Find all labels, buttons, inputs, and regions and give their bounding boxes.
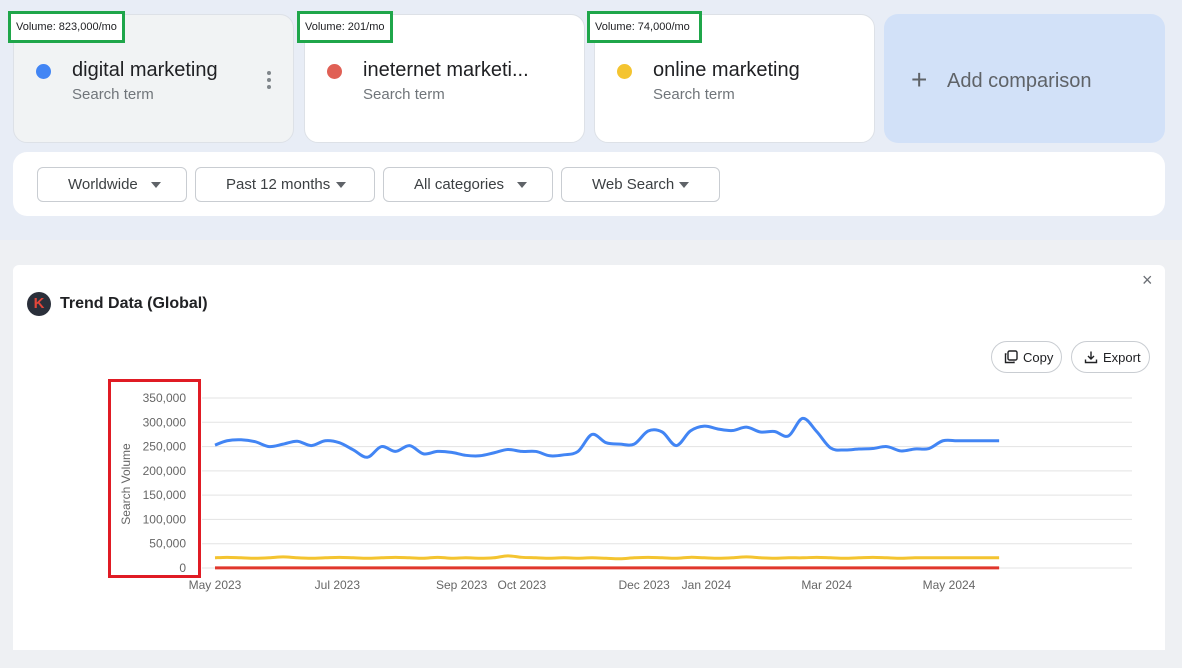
volume-badge: Volume: 201/mo bbox=[297, 11, 393, 43]
search-term: digital marketing bbox=[72, 59, 218, 81]
time-range-filter-dropdown[interactable]: Past 12 months bbox=[195, 167, 375, 202]
copy-button-label: Copy bbox=[1023, 350, 1054, 365]
x-tick-label: May 2024 bbox=[923, 578, 976, 592]
y-tick-label: 100,000 bbox=[143, 512, 187, 526]
region-filter-label: Worldwide bbox=[68, 176, 138, 193]
volume-badge: Volume: 74,000/mo bbox=[587, 11, 702, 43]
export-button[interactable]: Export bbox=[1071, 341, 1150, 373]
chevron-down-icon bbox=[679, 182, 689, 188]
y-tick-label: 250,000 bbox=[143, 440, 187, 454]
y-tick-label: 300,000 bbox=[143, 415, 187, 429]
category-filter-dropdown[interactable]: All categories bbox=[383, 167, 553, 202]
chevron-down-icon bbox=[151, 182, 161, 188]
x-tick-label: Jul 2023 bbox=[315, 578, 361, 592]
x-tick-label: Oct 2023 bbox=[497, 578, 546, 592]
series-color-dot bbox=[36, 64, 51, 79]
category-filter-label: All categories bbox=[414, 176, 505, 193]
comparison-card-online-marketing[interactable]: online marketing Search term bbox=[594, 14, 875, 143]
search-term: ineternet marketi... bbox=[363, 59, 529, 81]
x-tick-label: Dec 2023 bbox=[618, 578, 670, 592]
chevron-down-icon bbox=[336, 182, 346, 188]
x-tick-label: Sep 2023 bbox=[436, 578, 488, 592]
y-tick-label: 50,000 bbox=[149, 537, 186, 551]
export-button-label: Export bbox=[1103, 350, 1141, 365]
x-tick-label: May 2023 bbox=[189, 578, 242, 592]
search-term-type: Search term bbox=[72, 86, 154, 103]
search-term: online marketing bbox=[653, 59, 800, 81]
search-type-filter-dropdown[interactable]: Web Search bbox=[561, 167, 720, 202]
close-icon[interactable]: × bbox=[1142, 270, 1153, 290]
x-tick-label: Jan 2024 bbox=[682, 578, 732, 592]
y-tick-label: 150,000 bbox=[143, 488, 187, 502]
keywords-everywhere-logo: K bbox=[27, 292, 51, 316]
comparison-card-internet-marketing[interactable]: ineternet marketi... Search term bbox=[304, 14, 585, 143]
time-range-filter-label: Past 12 months bbox=[226, 176, 331, 193]
more-options-icon[interactable] bbox=[267, 71, 271, 92]
y-axis-highlight-box bbox=[108, 379, 201, 578]
add-comparison-button[interactable]: + Add comparison bbox=[884, 14, 1165, 143]
region-filter-dropdown[interactable]: Worldwide bbox=[37, 167, 187, 202]
search-term-type: Search term bbox=[653, 86, 735, 103]
y-tick-label: 0 bbox=[179, 561, 186, 575]
panel-title: Trend Data (Global) bbox=[60, 295, 208, 312]
series-color-dot bbox=[617, 64, 632, 79]
y-tick-label: 350,000 bbox=[143, 391, 187, 405]
plus-icon: + bbox=[911, 64, 928, 95]
series-color-dot bbox=[327, 64, 342, 79]
download-icon bbox=[1084, 351, 1098, 364]
volume-badge: Volume: 823,000/mo bbox=[8, 11, 125, 43]
trend-data-panel bbox=[13, 265, 1165, 650]
add-comparison-label: Add comparison bbox=[947, 70, 1092, 92]
chevron-down-icon bbox=[517, 182, 527, 188]
search-type-filter-label: Web Search bbox=[592, 176, 675, 193]
series-line-digital-marketing bbox=[214, 416, 1000, 459]
series-line-online-marketing bbox=[214, 554, 1000, 561]
copy-icon bbox=[1004, 350, 1018, 364]
search-term-type: Search term bbox=[363, 86, 445, 103]
x-tick-label: Mar 2024 bbox=[801, 578, 852, 592]
copy-button[interactable]: Copy bbox=[991, 341, 1062, 373]
y-tick-label: 200,000 bbox=[143, 464, 187, 478]
